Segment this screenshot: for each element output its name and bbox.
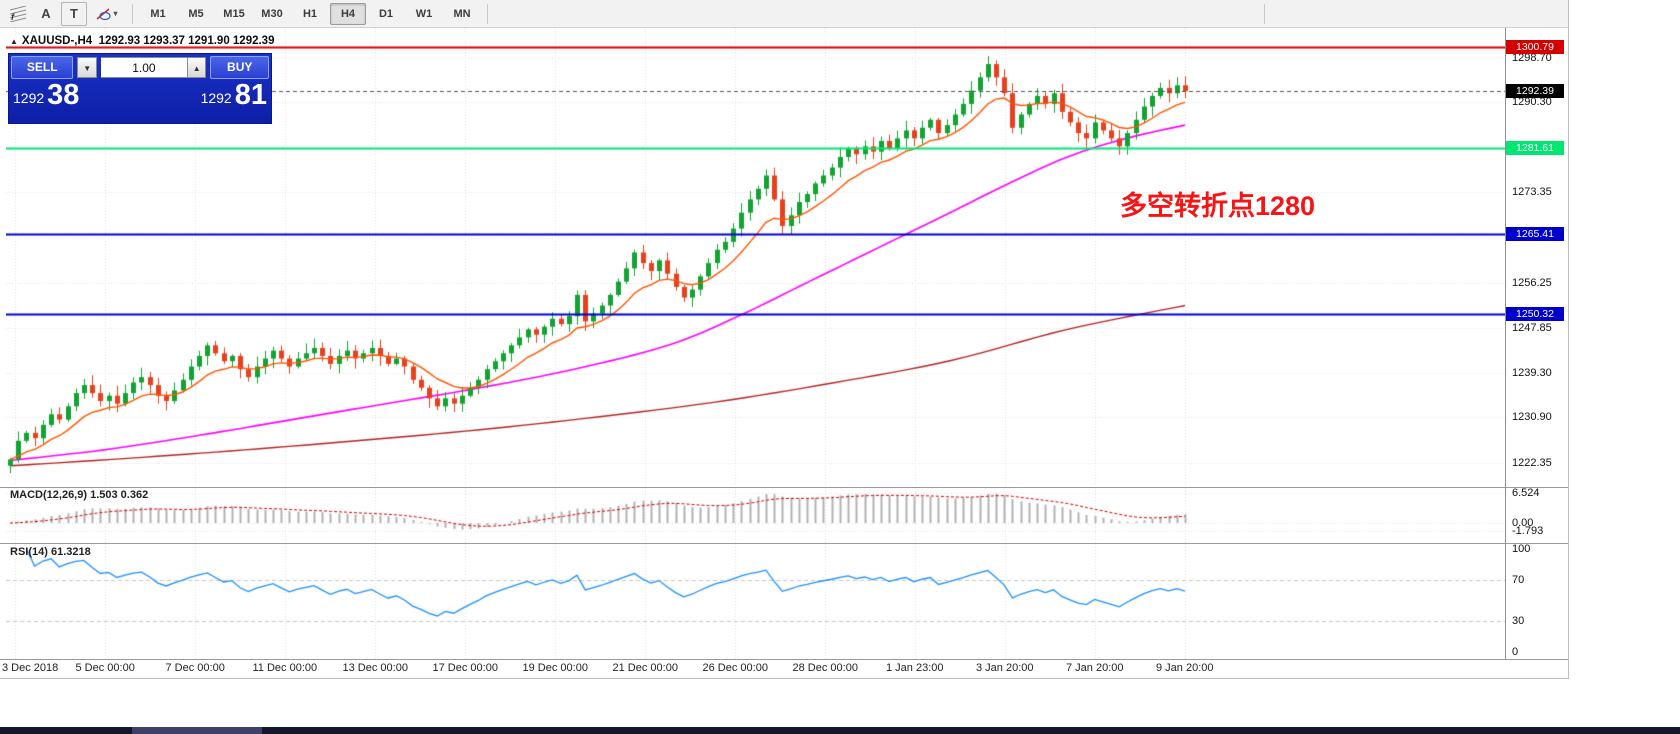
timeframe-button-d1[interactable]: D1 — [378, 7, 394, 20]
time-axis-label: 3 Dec 2018 — [2, 662, 59, 674]
price-axis-label: 1298.70 — [1512, 51, 1552, 64]
time-axis-label: 9 Jan 20:00 — [1156, 662, 1214, 674]
rsi-canvas[interactable] — [6, 544, 1505, 659]
time-axis-label: 5 Dec 00:00 — [75, 662, 135, 674]
rsi-axis-label: 70 — [1512, 573, 1525, 586]
rsi-panel-separator[interactable] — [0, 543, 1568, 544]
toolbar: f A T ▾ M1 M5 M15 M30 H1 H4 D1 W1 MN — [0, 0, 1568, 28]
symbol-marker-icon: ▲ — [10, 37, 18, 46]
volume-up-button[interactable]: ▲ — [186, 57, 207, 78]
ohlc-values: 1292.93 1293.37 1291.90 1292.39 — [98, 35, 275, 47]
taskbar-strip — [0, 727, 1680, 734]
time-axis-label: 7 Jan 20:00 — [1066, 662, 1124, 674]
chart-title: ▲ XAUUSD-,H4 1292.93 1293.37 1291.90 1292… — [10, 35, 274, 47]
bid-prefix: 1292 — [13, 90, 45, 106]
macd-panel-separator[interactable] — [0, 487, 1568, 488]
text-label-tool-button[interactable]: A — [41, 6, 51, 21]
taskbar-active-block — [132, 727, 262, 734]
timeframe-button-m30[interactable]: M30 — [261, 7, 283, 20]
price-axis-label: 1222.35 — [1512, 456, 1552, 469]
toolbar-separator — [487, 3, 488, 24]
price-level-badge: 1281.61 — [1506, 141, 1564, 156]
buy-button[interactable]: BUY — [210, 56, 269, 79]
time-axis-label: 26 Dec 00:00 — [702, 662, 768, 674]
svg-text:f: f — [11, 12, 15, 22]
hatch-icon: f — [10, 5, 26, 22]
text-tool-button[interactable]: T — [61, 1, 87, 26]
macd-axis-label: 6.524 — [1512, 486, 1540, 499]
bid-big-digits: 38 — [47, 79, 80, 111]
time-axis-label: 1 Jan 23:00 — [886, 662, 944, 674]
shapes-icon — [97, 7, 112, 20]
price-axis-label: 1256.25 — [1512, 276, 1552, 289]
timeframe-button-h4[interactable]: H4 — [330, 2, 366, 25]
mt4-window: f A T ▾ M1 M5 M15 M30 H1 H4 D1 W1 MN ▲ XAUUSD-,H4… — [0, 0, 1569, 679]
volume-input[interactable] — [100, 57, 187, 78]
sell-button[interactable]: SELL — [11, 56, 74, 79]
shapes-tool-button[interactable]: ▾ — [89, 2, 125, 26]
time-axis-label: 21 Dec 00:00 — [612, 662, 678, 674]
current-price-badge: 1292.39 — [1506, 84, 1564, 99]
time-axis-label: 11 Dec 00:00 — [252, 662, 318, 674]
chart-text-annotation: 多空转折点1280 — [1120, 191, 1316, 221]
toolbar-separator — [132, 3, 133, 24]
price-axis-label: 1247.85 — [1512, 321, 1552, 334]
one-click-trading-panel: SELL ▼ ▲ BUY 1292 38 1292 81 — [8, 53, 272, 124]
macd-label: MACD(12,26,9) 1.503 0.362 — [10, 489, 149, 501]
timeframe-group: M1 M5 M15 M30 H1 H4 D1 W1 MN — [139, 2, 481, 25]
price-level-badge: 1300.79 — [1506, 39, 1564, 54]
timeframe-button-h1[interactable]: H1 — [302, 7, 318, 20]
time-axis-label: 28 Dec 00:00 — [792, 662, 858, 674]
time-axis-label: 13 Dec 00:00 — [342, 662, 408, 674]
time-axis-separator — [0, 659, 1568, 660]
rsi-axis-label: 100 — [1512, 542, 1531, 555]
price-axis-label: 1239.30 — [1512, 366, 1552, 379]
price-level-badge: 1265.41 — [1506, 227, 1564, 242]
timeframe-button-m1[interactable]: M1 — [150, 7, 166, 20]
price-level-badge: 1250.32 — [1506, 307, 1564, 322]
trade-panel-quotes: 1292 38 1292 81 — [9, 79, 271, 112]
time-axis-label: 17 Dec 00:00 — [432, 662, 498, 674]
ask-price: 1292 81 — [201, 81, 267, 110]
symbol-name: XAUUSD-,H4 — [21, 35, 93, 47]
price-axis-label: 1290.30 — [1512, 96, 1552, 109]
bid-price: 1292 38 — [13, 81, 79, 110]
rsi-axis-label: 30 — [1512, 615, 1525, 628]
ask-prefix: 1292 — [200, 90, 232, 106]
rsi-label: RSI(14) 61.3218 — [10, 546, 91, 558]
chevron-down-icon: ▾ — [113, 9, 118, 18]
time-axis-label: 3 Jan 20:00 — [976, 662, 1034, 674]
timeframe-button-w1[interactable]: W1 — [415, 7, 433, 20]
price-axis-label: 1230.90 — [1512, 411, 1552, 424]
text-tool-label: T — [70, 6, 78, 21]
drag-grip-icon[interactable]: f — [5, 2, 31, 26]
macd-axis-label: -1.793 — [1512, 525, 1544, 538]
macd-axis-label: 0.00 — [1512, 517, 1534, 529]
price-axis-label: 1273.35 — [1512, 186, 1552, 199]
ask-big-digits: 81 — [234, 79, 267, 111]
toolbar-separator — [1264, 3, 1265, 24]
timeframe-button-mn[interactable]: MN — [453, 7, 471, 20]
timeframe-button-m15[interactable]: M15 — [223, 7, 245, 20]
macd-canvas[interactable] — [6, 488, 1505, 543]
rsi-axis-label: 0 — [1512, 645, 1519, 658]
volume-dropdown-button[interactable]: ▼ — [77, 57, 97, 78]
time-axis-label: 7 Dec 00:00 — [165, 662, 225, 674]
time-axis-label: 19 Dec 00:00 — [522, 662, 588, 674]
trade-panel-controls: SELL ▼ ▲ BUY — [9, 54, 271, 79]
timeframe-button-m5[interactable]: M5 — [188, 7, 204, 20]
price-axis-border — [1505, 28, 1506, 659]
